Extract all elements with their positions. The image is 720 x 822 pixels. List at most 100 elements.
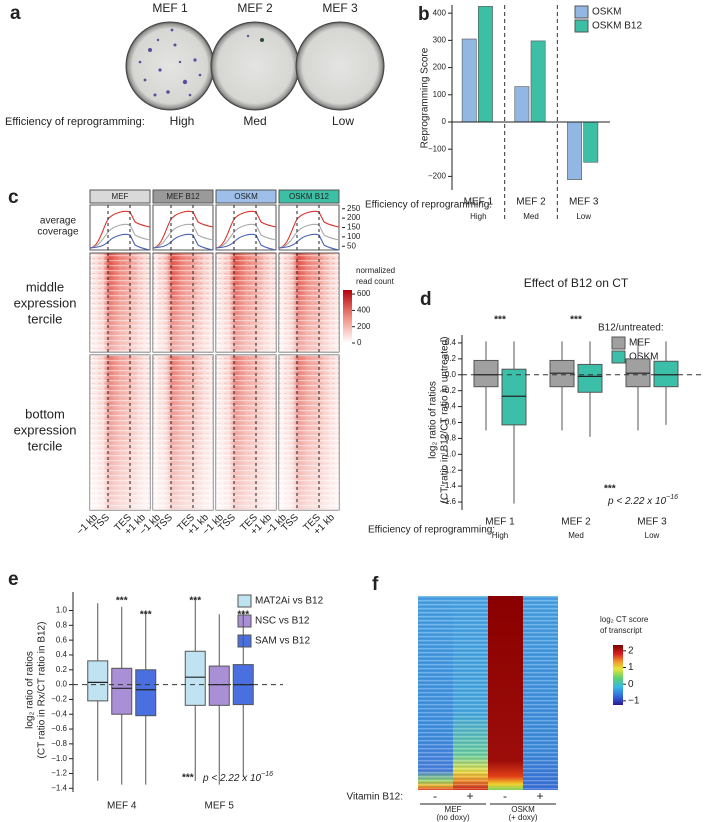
x-sublabel: Low bbox=[576, 212, 591, 221]
colorbar-title: normalized bbox=[356, 266, 395, 275]
plate bbox=[295, 21, 385, 111]
y-tick-label: −0.4 bbox=[440, 402, 456, 411]
bar bbox=[478, 6, 493, 123]
panel-label: a bbox=[10, 3, 21, 24]
y-tick-label: 0 bbox=[442, 117, 447, 126]
legend-label: OSKM bbox=[629, 352, 658, 363]
group-name: MEF bbox=[445, 805, 462, 814]
box bbox=[87, 660, 109, 702]
legend-label: MEF bbox=[629, 338, 650, 349]
y-tick-label: −0.8 bbox=[440, 434, 456, 443]
column-label: + bbox=[536, 789, 543, 803]
p-text: p < 2.22 x 10 bbox=[202, 773, 262, 784]
profile-line bbox=[215, 233, 277, 251]
y-tick-label: −0.6 bbox=[440, 418, 456, 427]
y-tick-label: −0.8 bbox=[51, 739, 67, 748]
y-tick-label: −1.0 bbox=[51, 754, 67, 763]
heatmap-fade bbox=[90, 253, 150, 352]
profile-label: average bbox=[40, 216, 77, 227]
colorbar bbox=[343, 290, 352, 343]
y-tick-label: −0.2 bbox=[51, 695, 67, 704]
legend-label: SAM vs B12 bbox=[255, 636, 310, 647]
plate-title: MEF 3 bbox=[322, 1, 358, 15]
condition-header bbox=[152, 189, 214, 204]
condition-label: MEF bbox=[112, 192, 129, 201]
profile-tick-label: 100 bbox=[347, 232, 361, 241]
y-tick-label: −0.6 bbox=[51, 724, 67, 733]
column-label: - bbox=[433, 789, 437, 803]
profile-tick-label: 50 bbox=[347, 241, 356, 250]
condition-label: OSKM bbox=[234, 192, 258, 201]
colorbar-title: of transcript bbox=[600, 626, 643, 635]
colonies bbox=[138, 28, 264, 97]
profile-line bbox=[152, 223, 214, 249]
group-note: (no doxy) bbox=[436, 813, 470, 822]
plate-title: MEF 2 bbox=[237, 1, 273, 15]
x-sublabel: High bbox=[492, 531, 508, 540]
y-tick-label: −1.0 bbox=[440, 449, 456, 458]
panel-label: b bbox=[418, 4, 430, 25]
y-axis-label: log₂ ratio of ratios bbox=[25, 651, 36, 729]
y-tick-label: 0.6 bbox=[56, 635, 68, 644]
box bbox=[577, 363, 603, 393]
y-tick-label: 0.0 bbox=[56, 680, 68, 689]
heatmap-fade bbox=[90, 355, 150, 510]
x-sublabel: Low bbox=[645, 531, 660, 540]
significance: *** bbox=[116, 596, 128, 607]
colorbar-tick-label: −1 bbox=[628, 695, 640, 706]
x-sublabel: High bbox=[470, 212, 486, 221]
condition-header bbox=[215, 189, 277, 204]
significance: *** bbox=[494, 315, 506, 326]
y-tick-label: −200 bbox=[428, 172, 447, 181]
legend-swatch bbox=[237, 634, 252, 648]
p-value: p < 2.22 x 10−16 bbox=[607, 494, 678, 507]
plate bbox=[210, 21, 300, 111]
panel-label: e bbox=[8, 569, 19, 590]
legend-swatch bbox=[611, 336, 626, 350]
x-sublabel: Med bbox=[568, 531, 584, 540]
p-stars: *** bbox=[604, 484, 616, 495]
box bbox=[135, 669, 157, 717]
y-tick-label: −1.2 bbox=[440, 465, 456, 474]
x-note: Efficiency of reprogramming: bbox=[368, 525, 495, 536]
x-tick-label: MEF 5 bbox=[205, 801, 235, 812]
heatmap-fade bbox=[153, 253, 213, 352]
legend-swatch bbox=[237, 614, 252, 628]
heatmap-fade bbox=[279, 355, 339, 510]
heatmap-fade bbox=[216, 355, 276, 510]
significance: *** bbox=[189, 596, 201, 607]
colorbar-tick-label: 1 bbox=[628, 662, 634, 673]
y-tick-label: 400 bbox=[433, 8, 447, 17]
condition-label: OSKM B12 bbox=[289, 192, 330, 201]
profile-tick-label: 200 bbox=[347, 213, 361, 222]
panel-label: d bbox=[420, 289, 432, 310]
efficiency: High bbox=[170, 114, 195, 128]
x-tick-label: MEF 3 bbox=[569, 197, 599, 208]
profile-tick-label: 150 bbox=[347, 223, 361, 232]
legend-label: NSC vs B12 bbox=[255, 616, 310, 627]
colorbar-tick-label: 2 bbox=[628, 645, 634, 656]
y-tick-label: 1.0 bbox=[56, 606, 68, 615]
box bbox=[208, 665, 230, 706]
p-stars: *** bbox=[182, 773, 194, 784]
profile-line bbox=[278, 233, 340, 251]
row-label: Vitamin B12: bbox=[346, 792, 403, 803]
ct-heatmap: Vitamin B12: - + - + MEF(no doxy) OSKM(+ doxy)… bbox=[346, 596, 649, 822]
profile-line bbox=[89, 210, 151, 249]
heatmap-texture bbox=[523, 596, 558, 790]
condition-header bbox=[278, 189, 340, 204]
condition-header bbox=[89, 189, 151, 204]
x-tick-label: MEF 3 bbox=[637, 517, 667, 528]
y-tick-label: 300 bbox=[433, 35, 447, 44]
profile-line bbox=[89, 233, 151, 251]
condition-label: MEF B12 bbox=[166, 192, 200, 201]
profile-label: coverage bbox=[37, 227, 79, 238]
p-text: p < 2.22 x 10 bbox=[607, 496, 667, 507]
y-axis-label: Reprogramming Score bbox=[420, 47, 431, 148]
profile-line bbox=[152, 233, 214, 251]
x-tick-label: MEF 4 bbox=[107, 801, 137, 812]
bar bbox=[461, 38, 477, 123]
